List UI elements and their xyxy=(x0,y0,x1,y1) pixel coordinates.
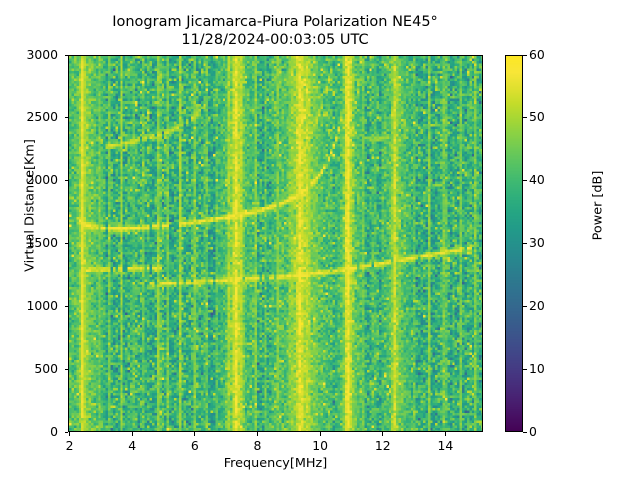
y-tick-mark-1500 xyxy=(64,243,68,245)
colorbar-tick-mark-20 xyxy=(523,305,527,307)
colorbar-tick-label-30: 30 xyxy=(529,235,545,250)
y-tick-label-500: 500 xyxy=(34,360,58,376)
colorbar-tick-label-40: 40 xyxy=(529,172,545,188)
y-tick-mark-2000 xyxy=(64,180,68,182)
x-tick-mark-14 xyxy=(444,432,446,436)
page-title: Ionogram Jicamarca-Piura Polarization NE… xyxy=(0,14,550,49)
title-line-2: 11/28/2024-00:03:05 UTC xyxy=(181,31,369,48)
y-tick-label-1500: 1500 xyxy=(26,235,58,250)
colorbar-tick-label-0: 0 xyxy=(529,423,537,439)
x-tick-label-8: 8 xyxy=(253,438,262,453)
x-tick-mark-2 xyxy=(69,432,71,436)
colorbar-tick-mark-10 xyxy=(523,368,527,370)
x-tick-mark-10 xyxy=(319,432,321,436)
colorbar-tick-mark-40 xyxy=(523,180,527,182)
x-tick-label-12: 12 xyxy=(374,438,391,453)
y-tick-mark-2500 xyxy=(64,117,68,119)
y-tick-mark-1000 xyxy=(64,305,68,307)
colorbar-tick-mark-50 xyxy=(523,117,527,119)
ionogram-plot-area xyxy=(68,55,483,432)
y-tick-mark-0 xyxy=(64,431,68,433)
ionogram-heatmap-canvas xyxy=(69,56,482,431)
x-tick-label-14: 14 xyxy=(437,438,454,453)
colorbar-tick-label-10: 10 xyxy=(529,360,545,376)
y-tick-mark-3000 xyxy=(64,54,68,56)
colorbar-tick-mark-30 xyxy=(523,243,527,245)
colorbar-tick-mark-60 xyxy=(523,54,527,56)
x-tick-mark-6 xyxy=(194,432,196,436)
x-tick-mark-4 xyxy=(131,432,133,436)
power-colorbar xyxy=(505,55,523,432)
x-tick-label-6: 6 xyxy=(190,438,199,453)
y-tick-label-2000: 2000 xyxy=(26,172,58,188)
colorbar-tick-label-20: 20 xyxy=(529,297,545,313)
y-tick-label-2500: 2500 xyxy=(26,109,58,125)
colorbar-tick-label-60: 60 xyxy=(529,46,545,62)
x-tick-mark-8 xyxy=(256,432,259,436)
x-tick-label-10: 10 xyxy=(312,438,329,453)
colorbar-gradient-canvas xyxy=(506,56,522,431)
title-line-1: Ionogram Jicamarca-Piura Polarization NE… xyxy=(112,14,438,30)
y-axis-label: Virtual Distance[Km] xyxy=(22,139,38,272)
y-tick-mark-500 xyxy=(64,368,68,370)
y-tick-label-3000: 3000 xyxy=(26,46,58,62)
x-tick-label-2: 2 xyxy=(65,438,74,453)
colorbar-label: Power [dB] xyxy=(590,170,606,241)
x-axis-label: Frequency[MHz] xyxy=(223,456,328,471)
colorbar-tick-mark-0 xyxy=(523,431,527,433)
x-tick-label-4: 4 xyxy=(128,438,137,453)
y-tick-label-1000: 1000 xyxy=(26,297,58,313)
x-tick-mark-12 xyxy=(382,432,384,436)
y-tick-label-0: 0 xyxy=(50,423,58,439)
colorbar-tick-label-50: 50 xyxy=(529,109,545,125)
